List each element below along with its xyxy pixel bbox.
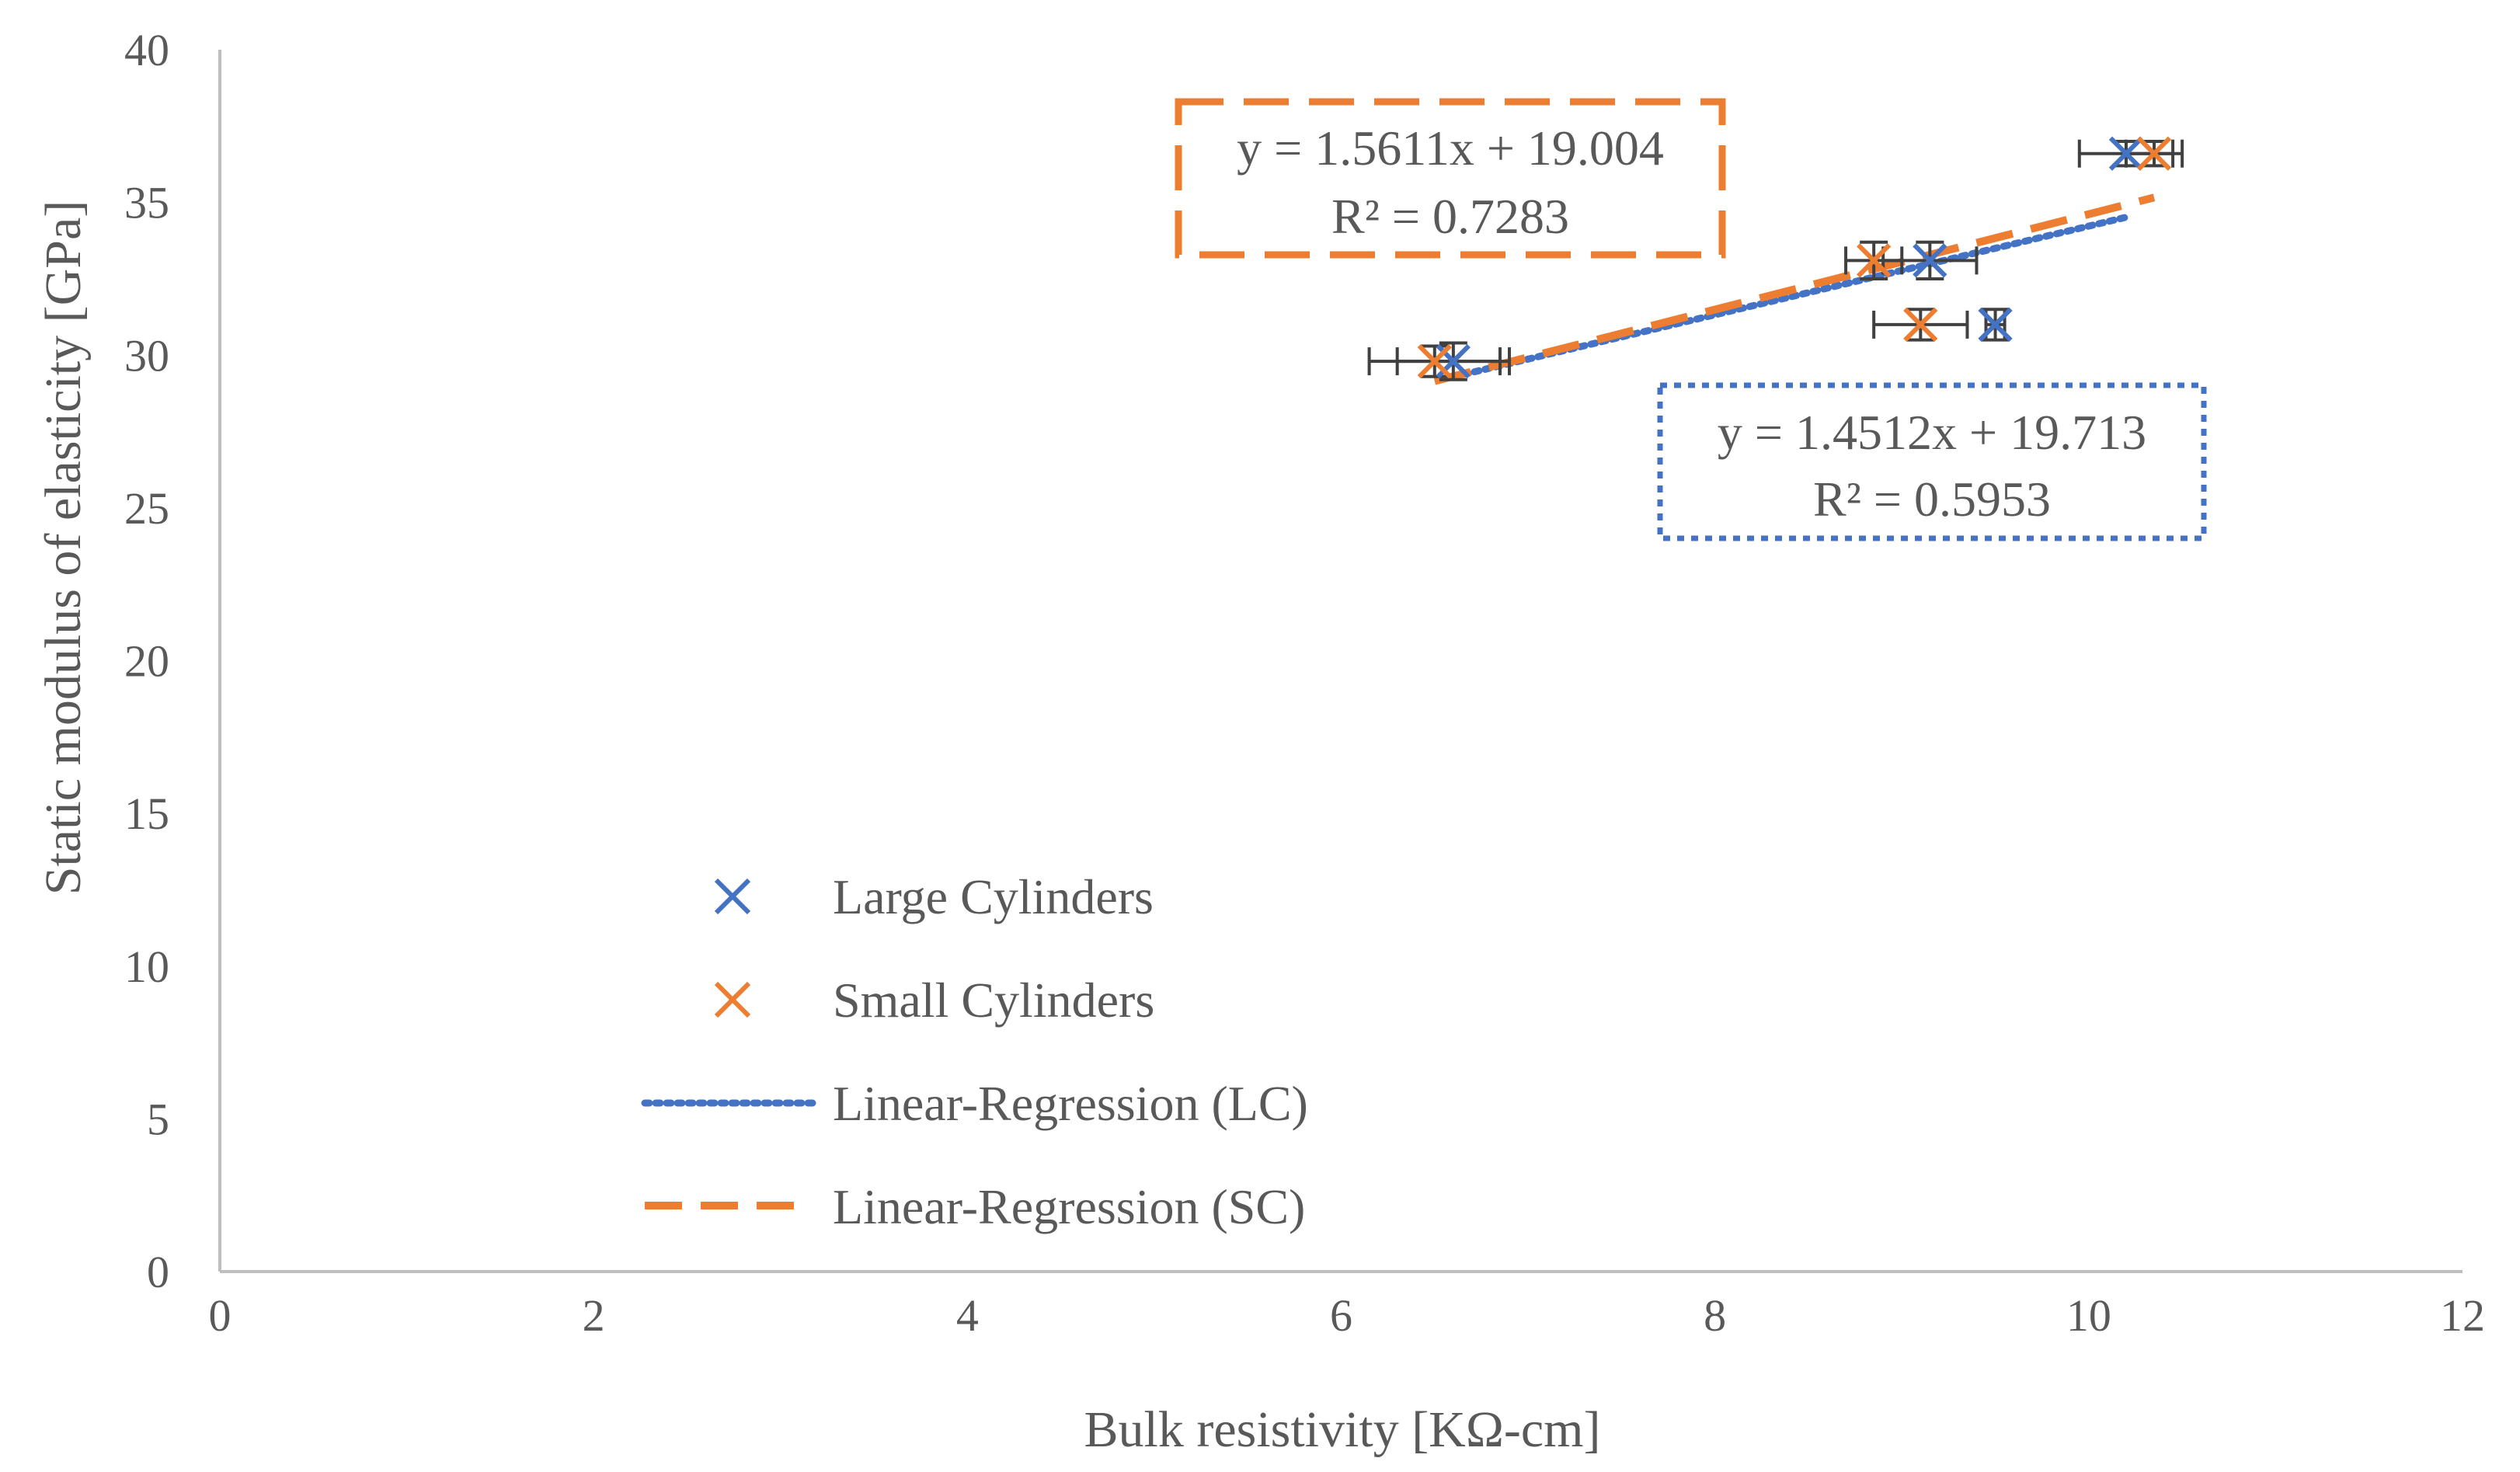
- marker-stroke: [1417, 343, 1452, 379]
- x-tick-label: 4: [956, 1290, 979, 1341]
- legend-label-large: Large Cylinders: [833, 869, 1154, 924]
- legend-item-small-cylinders: Small Cylinders: [714, 973, 1154, 1028]
- r-squared-text-sc: R² = 0.7283: [1331, 189, 1569, 244]
- trendline-equation-sc: y = 1.5611x + 19.004 R² = 0.7283: [1175, 98, 1726, 259]
- legend-item-large-cylinders: Large Cylinders: [714, 869, 1154, 924]
- data-point-small-cylinders: [2136, 136, 2172, 171]
- y-tick-label: 25: [124, 483, 169, 534]
- error-bars: [1367, 139, 2184, 381]
- data-point-small-cylinders: [1857, 243, 1892, 278]
- legend-item-sc-regression: Linear-Regression (SC): [645, 1179, 1305, 1234]
- y-tick-label: 40: [124, 25, 169, 75]
- y-axis-title: Static modulus of elasticity [GPa]: [35, 200, 92, 896]
- trendline-equation-lc: y = 1.4512x + 19.713 R² = 0.5953: [1657, 382, 2207, 541]
- legend-marker-small: [714, 981, 751, 1018]
- legend: Large Cylinders Small Cylinders Linear-R…: [641, 869, 1308, 1234]
- y-tick-label: 30: [124, 330, 169, 381]
- error-bar: [1872, 308, 1969, 342]
- data-point-large-cylinders: [2108, 136, 2144, 171]
- marker-stroke: [2108, 136, 2144, 171]
- x-tick-label: 6: [1330, 1290, 1352, 1341]
- x-tick-label: 10: [2066, 1290, 2111, 1341]
- legend-label-sc: Linear-Regression (SC): [833, 1179, 1305, 1234]
- x-tick-labels: 0 2 4 6 8 10 12: [209, 1290, 2486, 1341]
- legend-marker-large: [714, 878, 751, 915]
- legend-item-lc-regression: Linear-Regression (LC): [641, 1076, 1308, 1131]
- y-tick-label: 5: [147, 1094, 169, 1144]
- equation-box-sc: [1175, 98, 1726, 259]
- data-point-small-cylinders: [1903, 307, 1938, 343]
- data-point-large-cylinders: [1978, 307, 2013, 343]
- marker-stroke: [1913, 243, 1947, 278]
- equation-text-sc: y = 1.5611x + 19.004: [1237, 120, 1664, 176]
- x-axis-title: Bulk resistivity [KΩ-cm]: [1084, 1401, 1601, 1458]
- y-tick-label: 35: [124, 178, 169, 228]
- equation-box-lc: [1657, 382, 2207, 541]
- y-tick-label: 15: [124, 788, 169, 839]
- trendlines: [1433, 193, 2156, 385]
- equation-text-lc: y = 1.4512x + 19.713: [1718, 405, 2146, 460]
- marker-stroke: [1857, 243, 1892, 278]
- data-point-small-cylinders: [1417, 343, 1452, 379]
- r-squared-text-lc: R² = 0.5953: [1813, 472, 2051, 527]
- marker-stroke: [2136, 136, 2172, 171]
- x-tick-label: 12: [2440, 1290, 2485, 1341]
- data-markers: [1417, 136, 2172, 379]
- x-tick-label: 8: [1704, 1290, 1726, 1341]
- x-tick-label: 2: [583, 1290, 605, 1341]
- axes: [218, 50, 2463, 1273]
- trendline-sc: [1433, 193, 2156, 385]
- legend-label-small: Small Cylinders: [833, 973, 1154, 1028]
- y-tick-labels: 0 5 10 15 20 25 30 35 40: [124, 25, 169, 1297]
- y-tick-label: 10: [124, 941, 169, 992]
- marker-stroke: [1978, 307, 2013, 343]
- marker-stroke: [1903, 307, 1938, 343]
- legend-label-lc: Linear-Regression (LC): [833, 1076, 1308, 1131]
- y-tick-label: 0: [147, 1247, 169, 1297]
- y-tick-label: 20: [124, 636, 169, 687]
- data-point-large-cylinders: [1913, 243, 1947, 278]
- x-tick-label: 0: [209, 1290, 231, 1341]
